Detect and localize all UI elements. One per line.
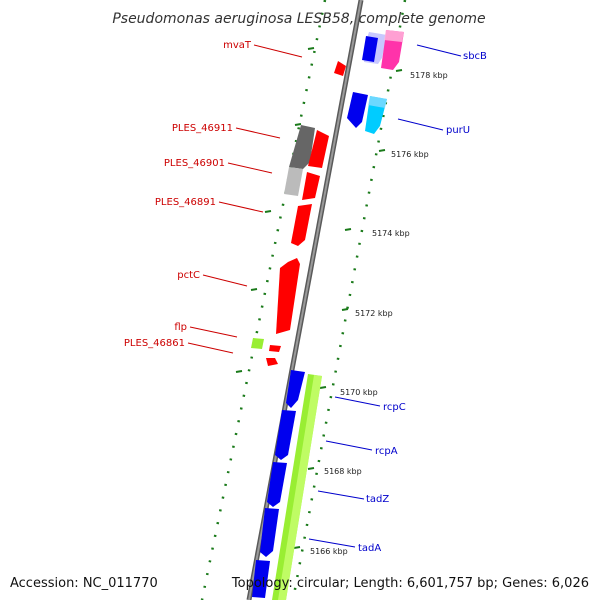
right-tick-track <box>291 0 407 600</box>
label-purU[interactable]: purU <box>446 125 470 136</box>
leader-line <box>416 44 462 57</box>
label-mvaT[interactable]: mvaT <box>223 40 252 51</box>
kbp-label: 5178 kbp <box>410 71 448 80</box>
leader-line <box>253 44 303 58</box>
gene-rcpA[interactable] <box>275 410 296 460</box>
leader-line <box>317 490 365 500</box>
leader-line <box>235 127 281 139</box>
leader-line <box>325 440 373 451</box>
gene-highlight <box>278 375 322 600</box>
lime-gene-band <box>272 374 322 600</box>
gene-pctC[interactable] <box>276 258 300 334</box>
label-flp[interactable]: flp <box>174 322 187 333</box>
kbp-scale: 5178 kbp 5176 kbp 5174 kbp 5172 kbp 5170… <box>310 71 448 556</box>
gene-sbcB-blue[interactable] <box>362 36 378 62</box>
gene-rcpC[interactable] <box>286 370 305 408</box>
leader-line <box>227 162 273 174</box>
leader-line <box>397 118 444 131</box>
gene-PLES-46891[interactable] <box>291 204 312 246</box>
major-ticks <box>235 47 403 549</box>
gene-red-1[interactable] <box>308 130 329 168</box>
gene-highlight <box>368 96 387 108</box>
leader-line <box>334 396 381 407</box>
gene-tadA[interactable] <box>260 508 279 557</box>
gene-blue-bottom[interactable] <box>252 560 270 598</box>
right-gene-labels: sbcB purU rcpC rcpA tadZ tadA <box>308 44 487 554</box>
topology-text: Topology: circular; Length: 6,601,757 bp… <box>231 576 589 591</box>
accession-text: Accession: NC_011770 <box>10 576 158 591</box>
gene-red-2[interactable] <box>302 172 320 200</box>
gene-mvaT[interactable] <box>334 61 346 76</box>
kbp-label: 5168 kbp <box>324 467 362 476</box>
leader-line <box>202 274 248 287</box>
label-rcpC[interactable]: rcpC <box>383 402 406 413</box>
gene-highlight <box>384 30 404 42</box>
gene-purU-blue[interactable] <box>347 92 368 128</box>
label-rcpA[interactable]: rcpA <box>375 446 398 457</box>
kbp-label: 5172 kbp <box>355 309 393 318</box>
label-tadA[interactable]: tadA <box>358 543 381 554</box>
left-genes <box>251 61 346 366</box>
label-PLES-46861[interactable]: PLES_46861 <box>124 338 185 349</box>
gene-flp[interactable] <box>251 338 264 349</box>
leader-line <box>218 201 264 213</box>
leader-line <box>189 326 238 338</box>
label-tadZ[interactable]: tadZ <box>366 494 389 505</box>
label-PLES-46911[interactable]: PLES_46911 <box>172 123 233 134</box>
kbp-label: 5176 kbp <box>391 150 429 159</box>
gene-PLES-46861[interactable] <box>266 358 278 366</box>
leader-line <box>187 342 234 354</box>
genome-title: Pseudomonas aeruginosa LESB58, complete … <box>112 11 485 27</box>
gene-tadZ[interactable] <box>267 462 287 507</box>
left-gene-labels: mvaT PLES_46911 PLES_46901 PLES_46891 pc… <box>124 40 303 354</box>
right-genes <box>347 30 404 134</box>
gene-flp-neighbor[interactable] <box>269 345 281 352</box>
label-PLES-46891[interactable]: PLES_46891 <box>155 197 216 208</box>
gene-PLES-46911[interactable] <box>289 125 315 169</box>
kbp-label: 5174 kbp <box>372 229 410 238</box>
kbp-label: 5166 kbp <box>310 547 348 556</box>
label-sbcB[interactable]: sbcB <box>463 51 487 62</box>
blue-gene-cluster <box>252 370 305 598</box>
kbp-label: 5170 kbp <box>340 388 378 397</box>
leader-line <box>308 538 356 548</box>
label-pctC[interactable]: pctC <box>177 270 200 281</box>
gene-PLES-46901-gray[interactable] <box>284 167 303 196</box>
label-PLES-46901[interactable]: PLES_46901 <box>164 158 225 169</box>
